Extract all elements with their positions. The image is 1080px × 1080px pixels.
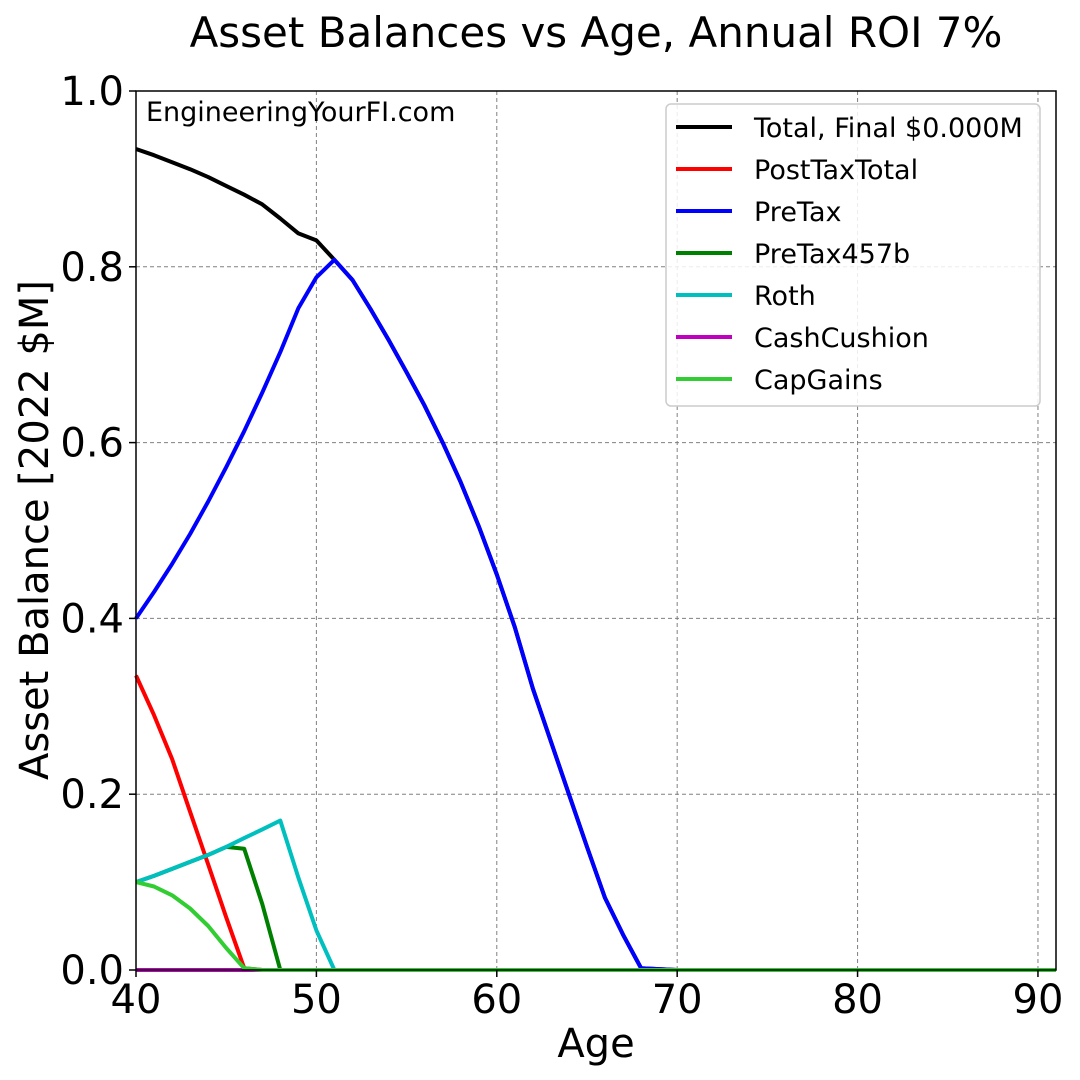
x-tick-label: 40 [111, 977, 162, 1023]
legend-label: Total, Final $0.000M [753, 113, 1023, 144]
watermark-annotation: EngineeringYourFI.com [146, 97, 455, 128]
axis-ticks: 40 50 60 70 80 90 0.0 0.2 0.4 0.6 0.8 1.0 [60, 69, 1063, 1023]
legend-label: PreTax457b [754, 239, 910, 270]
legend-label: Roth [754, 281, 816, 312]
y-axis-label: Asset Balance [2022 $M] [12, 280, 58, 780]
series-line-pretax [134, 257, 1056, 972]
x-tick-label: 90 [1013, 977, 1064, 1023]
x-axis-label: Age [557, 1021, 634, 1067]
legend-box [665, 103, 1041, 407]
y-tick-label: 0.4 [60, 596, 124, 642]
legend-label: PreTax [754, 197, 841, 228]
x-tick-label: 60 [471, 977, 522, 1023]
y-tick-label: 1.0 [60, 69, 124, 115]
plot-frame [135, 90, 1057, 971]
series-line-roth [135, 818, 1056, 972]
x-tick-label: 50 [291, 977, 342, 1023]
y-tick-label: 0.2 [60, 772, 124, 818]
y-tick-label: 0.0 [60, 948, 124, 994]
y-tick-label: 0.8 [60, 245, 124, 291]
legend-label: CashCushion [754, 323, 929, 354]
legend: Total, Final $0.000M PostTaxTotal PreTax Pr… [665, 103, 1041, 407]
x-tick-label: 80 [832, 977, 883, 1023]
legend-label: CapGains [754, 365, 883, 396]
x-tick-label: 70 [652, 977, 703, 1023]
legend-label: PostTaxTotal [754, 155, 918, 186]
chart-title: Asset Balances vs Age, Annual ROI 7% [190, 8, 1003, 57]
y-tick-label: 0.6 [60, 421, 124, 467]
